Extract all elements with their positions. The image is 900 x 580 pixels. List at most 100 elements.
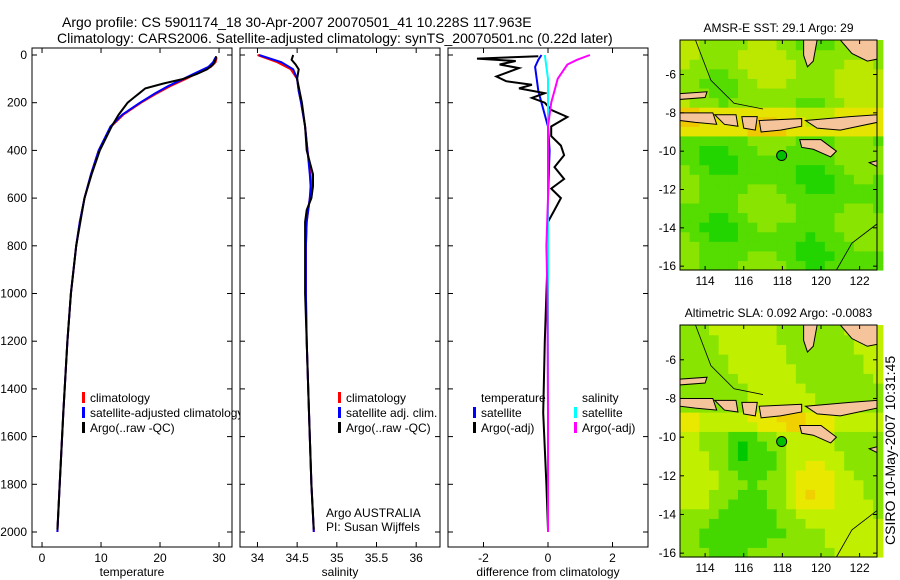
map-cell [718,202,729,214]
map-cell [747,78,758,89]
map-cell [708,135,720,147]
map-cell [805,383,816,394]
map-cell [776,202,787,214]
map-cell [873,183,884,194]
map-cell [737,383,749,394]
map-cell [834,202,845,214]
map-cell [766,325,778,336]
y-tick-label: 1000 [0,287,27,301]
map-cell [718,250,729,262]
map-cell [737,222,749,233]
map-cell [757,547,768,558]
y-tick-label: -14 [659,221,677,235]
map-cell [728,59,739,70]
map-cell [699,193,710,204]
map-cell [786,164,797,175]
map-cell [718,107,729,118]
map-cell [805,489,816,500]
map-cell [776,344,787,355]
map-color-grid [680,325,884,558]
map-cell [873,135,884,147]
map-cell [737,260,749,271]
map-cell [766,155,778,166]
map-cell [737,344,749,355]
map-cell [680,334,691,345]
map-cell [824,260,836,271]
map-cell [805,212,816,223]
map-cell [757,193,768,204]
map-cell [689,547,700,558]
map-cell [844,174,855,185]
map-cell [795,537,807,548]
map-cell [689,528,700,539]
map-cell [776,164,787,175]
map-cell [766,193,778,204]
map-cell [853,460,865,471]
map-cell [873,499,884,510]
map-cell [689,441,700,452]
map-cell [737,174,749,185]
legend-entry-swatch [338,392,341,403]
map-cell [680,344,691,355]
map-cell [853,470,865,481]
map-cell [708,193,720,204]
map-cell [805,363,816,374]
map-cell [805,87,816,99]
map-cell [776,537,787,548]
map-cell [757,164,768,175]
map-cell [747,421,758,432]
map-cell [824,392,836,403]
map-cell [805,537,816,548]
map-cell [834,155,845,166]
map-cell [786,441,797,452]
map-cell [776,174,787,185]
map-cell [844,518,855,529]
map-cell [834,489,845,500]
map-cell [680,174,691,185]
map-cell [853,547,865,558]
map-cell [853,155,865,166]
map-cell [757,212,768,223]
map-cell [747,164,758,175]
map-cell [824,363,836,374]
map-cell [757,250,768,262]
map-cell [824,479,836,490]
map-cell [805,508,816,519]
map-cell [708,183,720,194]
map-cell [795,155,807,166]
map-cell [708,450,720,461]
map-cell [728,174,739,185]
land-polygon [758,403,803,419]
x-tick-label: 114 [696,561,715,575]
x-axis-label: difference from climatology [476,565,619,579]
map-cell [834,78,845,89]
map-cell [776,97,787,108]
legend-entry-swatch [338,422,341,433]
map-cell [853,421,865,432]
map-cell [805,164,816,175]
map-cell [757,155,768,166]
map-cell [728,450,739,461]
map-cell [766,40,778,51]
map-cell [708,250,720,262]
map-cell [834,193,845,204]
map-cell [863,97,874,108]
y-tick-label: -6 [665,68,676,82]
map-cell [728,193,739,204]
map-cell [747,193,758,204]
map-cell [853,537,865,548]
map-cell [747,59,758,70]
map-cell [863,412,874,423]
map-cell [795,241,807,252]
map-cell [757,107,768,118]
map-cell [699,354,710,365]
map-cell [815,537,826,548]
map-cell [795,470,807,481]
map-cell [708,383,720,394]
map-cell [873,528,884,539]
map-cell [834,431,845,442]
map-cell [757,68,768,79]
map-cell [873,547,884,558]
map-cell [689,412,700,423]
plot-frame [31,47,233,548]
